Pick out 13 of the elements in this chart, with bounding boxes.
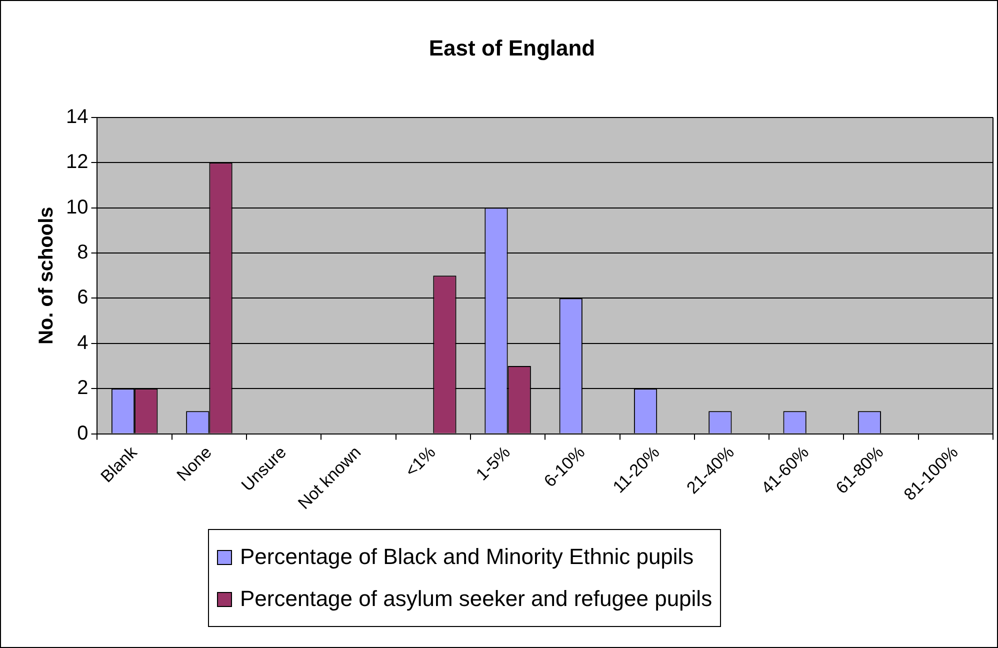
y-tick-label: 0 <box>77 422 88 444</box>
y-tick-label: 6 <box>77 286 88 309</box>
legend-label: Percentage of Black and Minority Ethnic pupils <box>240 543 694 571</box>
y-tick-label: 2 <box>77 377 88 400</box>
y-tick-label: 14 <box>66 106 88 128</box>
y-tick-label: 8 <box>77 242 88 264</box>
chart-title: East of England <box>428 35 596 60</box>
y-axis-title: No. of schools <box>36 206 58 344</box>
y-tick-label: 12 <box>66 151 88 174</box>
y-tick-label: 10 <box>66 196 88 218</box>
y-tick-label: 4 <box>77 332 88 354</box>
legend-label: Percentage of asylum seeker and refugee pupils <box>240 585 712 613</box>
x-tick-label: <1% <box>401 442 440 481</box>
